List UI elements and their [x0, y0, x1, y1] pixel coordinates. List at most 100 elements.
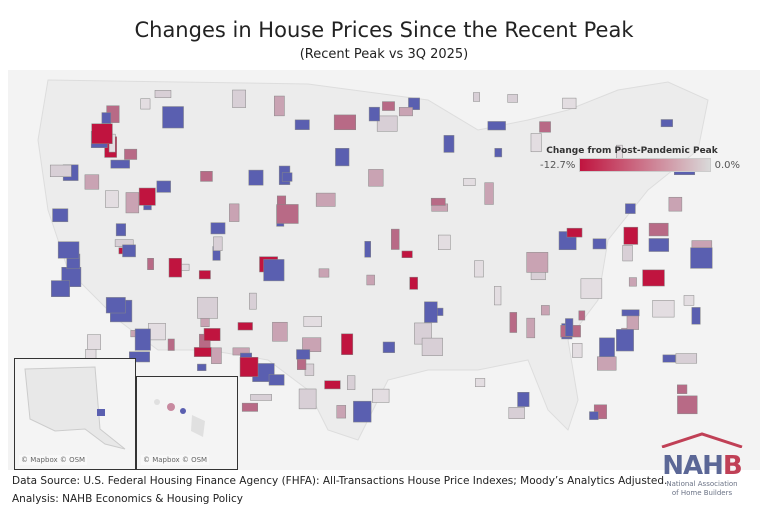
- metro-area[interactable]: [91, 123, 113, 144]
- metro-area[interactable]: [660, 119, 673, 128]
- metro-area[interactable]: [333, 114, 356, 131]
- metro-area[interactable]: [115, 223, 126, 237]
- metro-area[interactable]: [683, 295, 695, 306]
- metro-area[interactable]: [677, 384, 688, 394]
- metro-area[interactable]: [539, 121, 551, 133]
- alaska-inset[interactable]: © Mapbox © OSM: [14, 358, 136, 470]
- metro-area[interactable]: [138, 187, 156, 206]
- metro-area[interactable]: [628, 277, 637, 287]
- metro-area[interactable]: [382, 341, 395, 353]
- metro-area[interactable]: [197, 296, 218, 319]
- metro-area[interactable]: [368, 106, 380, 122]
- metro-area[interactable]: [168, 258, 182, 278]
- metro-area[interactable]: [154, 90, 172, 98]
- metro-area[interactable]: [281, 172, 293, 182]
- metro-area[interactable]: [105, 190, 119, 208]
- metro-area[interactable]: [580, 278, 603, 299]
- metro-area[interactable]: [487, 121, 506, 131]
- metro-area[interactable]: [49, 164, 72, 177]
- metro-area[interactable]: [198, 270, 211, 280]
- metro-area[interactable]: [578, 310, 586, 321]
- metro-area[interactable]: [364, 241, 371, 258]
- metro-area[interactable]: [156, 180, 171, 193]
- metro-area[interactable]: [197, 363, 207, 371]
- metro-area[interactable]: [162, 106, 184, 129]
- metro-area[interactable]: [237, 322, 253, 331]
- metro-area[interactable]: [592, 238, 607, 250]
- metro-area[interactable]: [391, 228, 400, 250]
- metro-area[interactable]: [648, 238, 670, 252]
- metro-area[interactable]: [110, 159, 130, 169]
- metro-area[interactable]: [463, 178, 476, 186]
- metro-area[interactable]: [438, 234, 451, 250]
- metro-area[interactable]: [652, 300, 675, 318]
- metro-area[interactable]: [517, 392, 530, 407]
- metro-area[interactable]: [248, 169, 264, 186]
- metro-area[interactable]: [268, 374, 285, 386]
- metro-area[interactable]: [210, 222, 226, 235]
- metro-area[interactable]: [122, 244, 136, 258]
- metro-area[interactable]: [105, 297, 126, 314]
- metro-area[interactable]: [507, 94, 518, 103]
- metro-area[interactable]: [509, 312, 518, 333]
- metro-area[interactable]: [589, 411, 599, 420]
- metro-area[interactable]: [599, 337, 615, 359]
- metro-area[interactable]: [675, 353, 698, 364]
- metro-area[interactable]: [304, 363, 315, 376]
- metro-area[interactable]: [366, 274, 375, 286]
- metro-area[interactable]: [443, 135, 455, 153]
- metro-area[interactable]: [294, 119, 310, 130]
- metro-area[interactable]: [566, 227, 583, 238]
- metro-area[interactable]: [648, 222, 669, 237]
- metro-area[interactable]: [690, 247, 713, 269]
- metro-area[interactable]: [315, 192, 336, 207]
- metro-area[interactable]: [398, 107, 413, 117]
- metro-area[interactable]: [241, 402, 258, 412]
- metro-area[interactable]: [353, 400, 372, 423]
- metro-area[interactable]: [140, 98, 151, 110]
- metro-area[interactable]: [167, 338, 175, 351]
- hawaii-inset[interactable]: © Mapbox © OSM: [136, 376, 238, 470]
- metro-area[interactable]: [401, 250, 413, 258]
- metro-area[interactable]: [239, 357, 259, 377]
- metro-area[interactable]: [87, 334, 101, 350]
- metro-area[interactable]: [541, 305, 550, 316]
- metro-area[interactable]: [642, 269, 665, 287]
- metro-area[interactable]: [562, 97, 577, 110]
- metro-area[interactable]: [274, 95, 285, 117]
- metro-area[interactable]: [494, 286, 502, 306]
- metro-area[interactable]: [303, 316, 322, 327]
- metro-area[interactable]: [662, 354, 676, 363]
- metro-area[interactable]: [691, 307, 701, 325]
- metro-area[interactable]: [341, 333, 354, 355]
- metro-area[interactable]: [382, 101, 395, 111]
- metro-area[interactable]: [134, 328, 151, 351]
- metro-area[interactable]: [424, 301, 438, 323]
- metro-area[interactable]: [148, 323, 166, 341]
- metro-area[interactable]: [101, 112, 112, 124]
- metro-area[interactable]: [494, 148, 503, 158]
- metro-area[interactable]: [336, 405, 347, 419]
- metro-area[interactable]: [129, 351, 150, 363]
- metro-area[interactable]: [52, 208, 69, 223]
- metro-area[interactable]: [213, 236, 223, 251]
- metro-area[interactable]: [272, 321, 288, 342]
- metro-area[interactable]: [430, 197, 446, 206]
- metro-area[interactable]: [147, 258, 154, 270]
- metro-area[interactable]: [677, 395, 698, 415]
- metro-area[interactable]: [229, 203, 240, 222]
- metro-area[interactable]: [200, 171, 213, 182]
- metro-area[interactable]: [124, 148, 138, 160]
- metro-area[interactable]: [376, 115, 398, 132]
- metro-area[interactable]: [203, 328, 221, 341]
- metro-area[interactable]: [623, 226, 639, 245]
- metro-area[interactable]: [263, 259, 285, 282]
- metro-area[interactable]: [668, 196, 683, 212]
- metro-area[interactable]: [232, 89, 246, 108]
- metro-area[interactable]: [193, 347, 212, 357]
- metro-area[interactable]: [484, 182, 494, 205]
- metro-area[interactable]: [474, 260, 484, 278]
- metro-area[interactable]: [298, 388, 317, 410]
- metro-area[interactable]: [409, 276, 418, 290]
- metro-area[interactable]: [565, 318, 574, 337]
